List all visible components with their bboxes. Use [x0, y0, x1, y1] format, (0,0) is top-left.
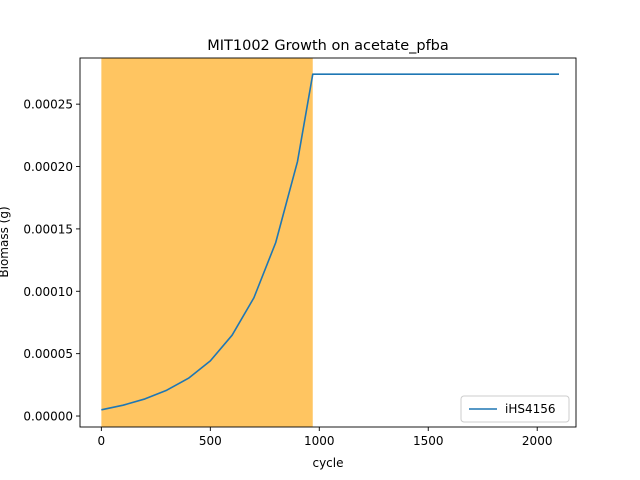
x-tick-label: 2000 — [522, 434, 553, 448]
y-tick-label: 0.00020 — [23, 160, 73, 174]
series-line-0 — [101, 73, 559, 411]
y-tick-label: 0.00010 — [23, 285, 73, 299]
legend-label: iHS4156 — [505, 402, 556, 416]
chart-title: MIT1002 Growth on acetate_pfba — [207, 38, 449, 54]
x-tick-label: 500 — [199, 434, 222, 448]
y-tick-label: 0.00015 — [23, 222, 73, 236]
y-tick-label: 0.00000 — [23, 410, 73, 424]
y-tick-label: 0.00005 — [23, 347, 73, 361]
x-tick-label: 1000 — [304, 434, 335, 448]
legend-frame — [460, 395, 570, 423]
shaded-region — [101, 58, 313, 427]
x-tick-label: 1500 — [413, 434, 444, 448]
x-tick-label: 0 — [98, 434, 106, 448]
legend: iHS4156 — [460, 395, 570, 423]
plot-frame — [79, 57, 577, 428]
y-axis-label: Biomass (g) — [0, 206, 11, 277]
y-tick-label: 0.00025 — [23, 98, 73, 112]
x-axis-label: cycle — [312, 456, 343, 470]
